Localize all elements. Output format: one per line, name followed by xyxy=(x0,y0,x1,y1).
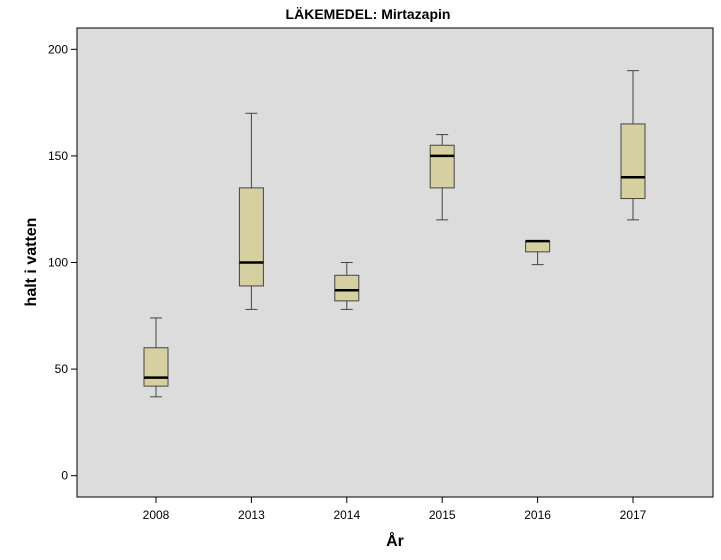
plot-area xyxy=(76,27,714,498)
box-2013 xyxy=(238,112,264,310)
box-2014 xyxy=(334,262,360,310)
x-tick-label: 2014 xyxy=(333,508,360,522)
x-tick-label: 2013 xyxy=(238,508,265,522)
x-tick-label: 2015 xyxy=(429,508,456,522)
box-iqr xyxy=(429,144,455,189)
x-axis: 2008 2013 2014 2015 2016 2017 xyxy=(143,497,647,522)
x-tick-label: 2008 xyxy=(143,508,170,522)
x-tick-label: 2016 xyxy=(524,508,551,522)
box-iqr xyxy=(525,240,551,253)
box-2017 xyxy=(620,70,646,221)
y-tick-label: 100 xyxy=(48,256,68,270)
box-iqr xyxy=(334,274,360,302)
y-tick-label: 50 xyxy=(55,362,69,376)
chart-title: LÄKEMEDEL: Mirtazapin xyxy=(286,6,451,22)
y-tick-label: 200 xyxy=(48,42,68,56)
box-series xyxy=(143,70,646,398)
box-iqr xyxy=(620,123,646,200)
box-2015 xyxy=(429,134,455,221)
y-tick-label: 150 xyxy=(48,149,68,163)
y-axis: 0 50 100 150 200 xyxy=(48,42,77,483)
y-tick-label: 0 xyxy=(61,469,68,483)
x-tick-label: 2017 xyxy=(620,508,647,522)
box-iqr xyxy=(238,187,264,287)
box-2008 xyxy=(143,317,169,398)
y-axis-label: halt i vatten xyxy=(23,218,40,307)
box-iqr xyxy=(143,347,169,387)
x-axis-label: År xyxy=(386,531,404,550)
box-2016 xyxy=(525,239,551,266)
